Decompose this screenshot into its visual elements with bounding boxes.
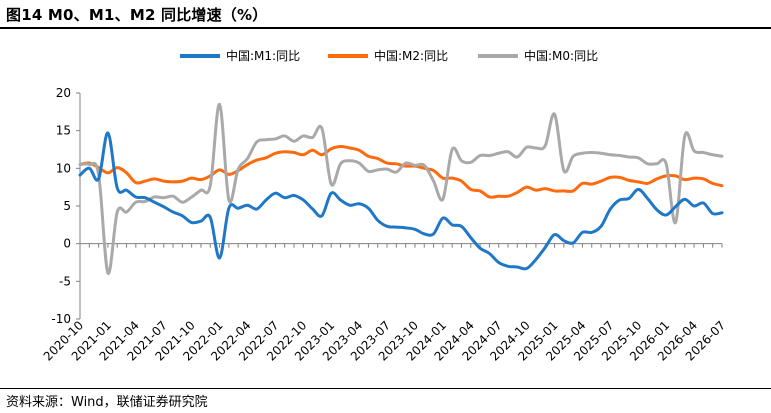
title-rule	[0, 27, 771, 29]
y-axis: 20 15 10 5 0 -5 -10	[51, 86, 81, 326]
figure-title: 图14 M0、M1、M2 同比增速（%）	[6, 6, 268, 24]
y-tick-label: 10	[56, 161, 71, 175]
y-tick-label: -5	[59, 274, 71, 288]
y-tick-label: -10	[51, 312, 71, 326]
source-note: 资料来源：Wind，联储证券研究院	[6, 395, 208, 410]
legend: 中国:M1:同比 中国:M2:同比 中国:M0:同比	[180, 48, 598, 63]
source-rule	[0, 388, 771, 389]
plot-area	[78, 102, 724, 275]
x-axis: 2020-102021-012021-042021-072021-102022-…	[41, 243, 728, 364]
y-tick-label: 5	[63, 199, 71, 213]
legend-label-1: 中国:M2:同比	[374, 48, 448, 63]
legend-label-2: 中国:M0:同比	[524, 48, 598, 63]
series-line-2	[78, 102, 724, 275]
series-line-0	[78, 131, 724, 271]
y-tick-label: 20	[56, 86, 71, 100]
legend-label-0: 中国:M1:同比	[226, 48, 300, 63]
series-line-1	[78, 144, 724, 199]
y-tick-label: 0	[63, 237, 71, 251]
line-chart: 中国:M1:同比 中国:M2:同比 中国:M0:同比 20 15 10 5 0 -5 -10 2…	[41, 48, 728, 364]
y-tick-label: 15	[56, 124, 71, 138]
